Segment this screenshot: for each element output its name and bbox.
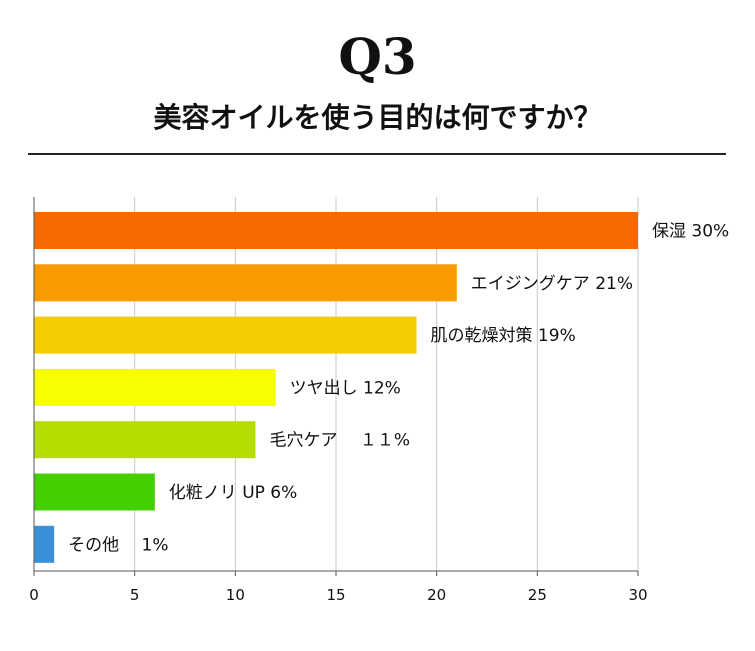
x-tick-label-5: 5 [130, 586, 140, 604]
x-tick-label-10: 10 [226, 586, 245, 604]
bar-4 [34, 368, 276, 406]
bar-3 [34, 316, 417, 354]
bar-label-3: 肌の乾燥対策 19% [431, 326, 576, 346]
bar-label-1: 保湿 30% [652, 222, 729, 242]
bar-labels: 保湿 30% エイジングケア 21% 肌の乾燥対策 19% ツヤ出し 12% 毛穴ケア … [68, 222, 729, 556]
question-number: Q3 [338, 27, 417, 86]
bar-label-2: エイジングケア 21% [471, 274, 633, 294]
x-tick-label-15: 15 [326, 586, 345, 604]
bar-5 [34, 421, 256, 459]
bar-2 [34, 264, 457, 302]
x-tick-labels: 0 5 10 15 20 25 30 [29, 571, 648, 604]
bar-label-5: 毛穴ケア １１% [269, 431, 410, 451]
bar-label-6: 化粧ノリ UP 6% [169, 483, 297, 503]
bar-1 [34, 212, 638, 249]
question-title: 美容オイルを使う目的は何ですか？ [153, 101, 602, 134]
grid-lines [134, 197, 639, 571]
bar-label-4: ツヤ出し 12% [290, 378, 401, 398]
bars [34, 212, 638, 563]
x-tick-label-30: 30 [628, 586, 647, 604]
x-tick-label-25: 25 [528, 586, 547, 604]
bar-6 [34, 473, 155, 511]
x-tick-label-20: 20 [427, 586, 446, 604]
x-tick-label-0: 0 [29, 586, 39, 604]
title-divider [28, 153, 726, 155]
bar-label-7: その他 1% [68, 535, 168, 555]
bar-7 [34, 525, 55, 563]
